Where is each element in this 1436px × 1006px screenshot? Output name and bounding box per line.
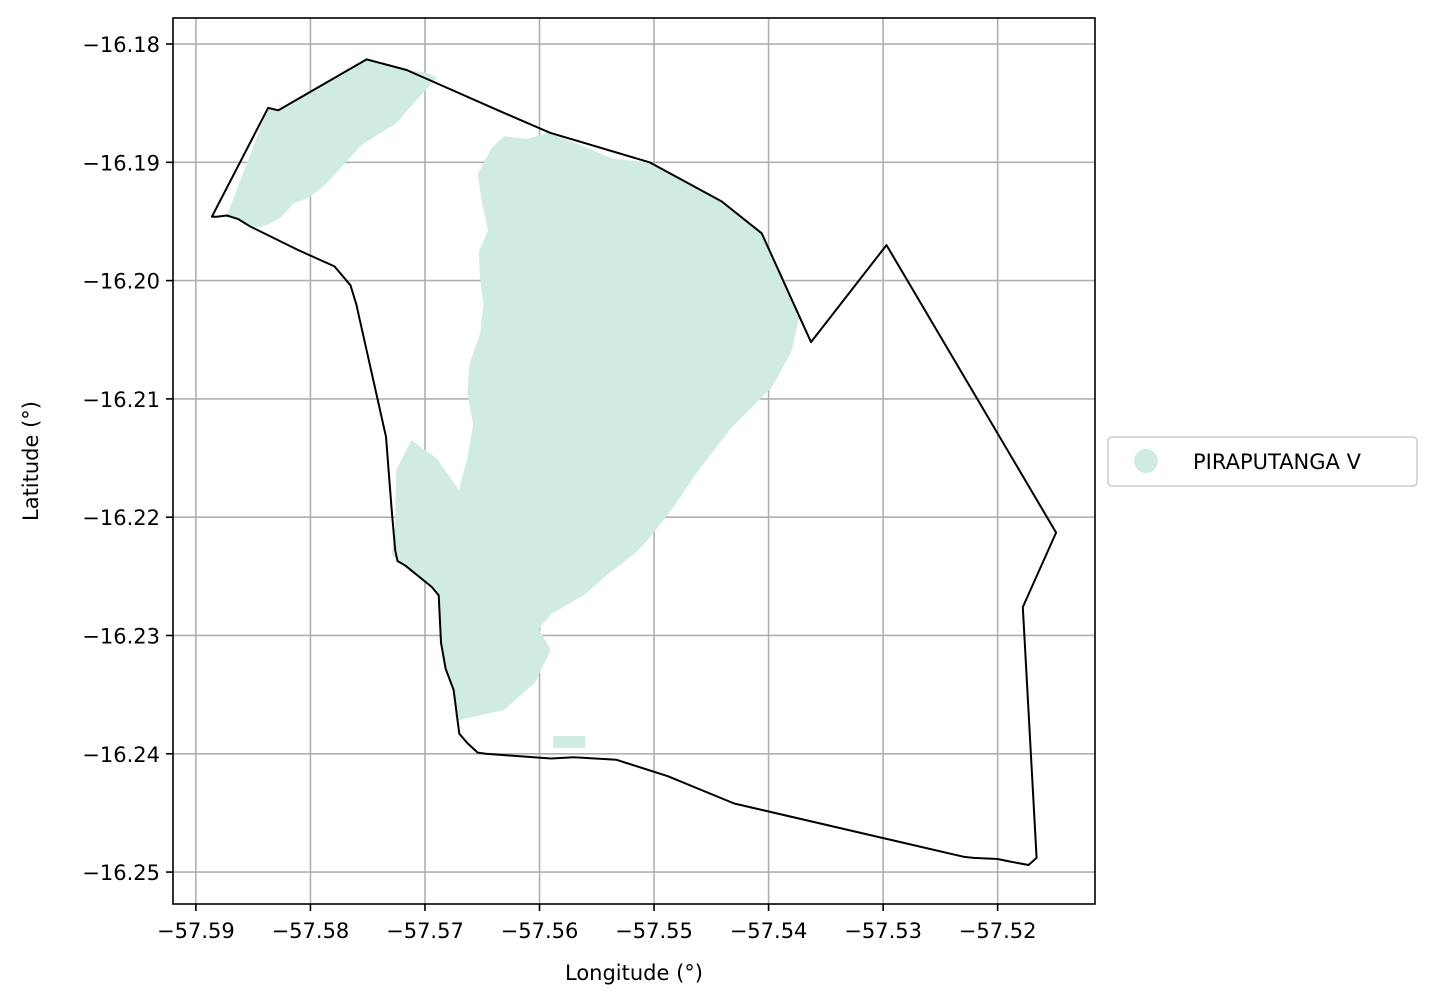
land-cover-polygon	[457, 132, 800, 677]
x-axis-label: Longitude (°)	[565, 961, 703, 985]
y-axis-label: Latitude (°)	[19, 401, 43, 521]
x-tick-label: −57.52	[959, 919, 1037, 943]
x-tick-label: −57.58	[272, 919, 350, 943]
x-tick-label: −57.59	[157, 919, 235, 943]
y-tick-label: −16.22	[82, 506, 160, 530]
land-cover-polygon	[226, 59, 438, 228]
y-axis-ticks: −16.18 −16.19 −16.20 −16.21 −16.22 −16.23 −16.…	[82, 33, 173, 885]
y-tick-label: −16.25	[82, 861, 160, 885]
land-cover-polygon	[553, 736, 586, 748]
land-cover-fill	[226, 59, 800, 748]
x-tick-label: −57.56	[501, 919, 579, 943]
boundary-polygon	[210, 58, 1058, 866]
plot-frame	[172, 17, 1096, 905]
legend-marker	[1134, 449, 1158, 473]
y-tick-label: −16.18	[82, 33, 160, 57]
legend-label: PIRAPUTANGA V	[1193, 450, 1362, 474]
x-tick-label: −57.57	[386, 919, 464, 943]
x-tick-label: −57.54	[730, 919, 808, 943]
y-tick-label: −16.20	[82, 270, 160, 294]
y-tick-label: −16.24	[82, 743, 160, 767]
legend: PIRAPUTANGA V	[1107, 436, 1418, 487]
y-tick-label: −16.19	[82, 151, 160, 175]
x-tick-label: −57.53	[844, 919, 922, 943]
boundary-outline	[210, 58, 1058, 866]
x-axis-ticks: −57.59 −57.58 −57.57 −57.56 −57.55 −57.54 −57.…	[157, 904, 1037, 943]
legend-frame	[1107, 436, 1418, 487]
x-tick-label: −57.55	[615, 919, 693, 943]
land-cover-polygon	[391, 440, 551, 721]
y-tick-label: −16.23	[82, 624, 160, 648]
y-tick-label: −16.21	[82, 388, 160, 412]
